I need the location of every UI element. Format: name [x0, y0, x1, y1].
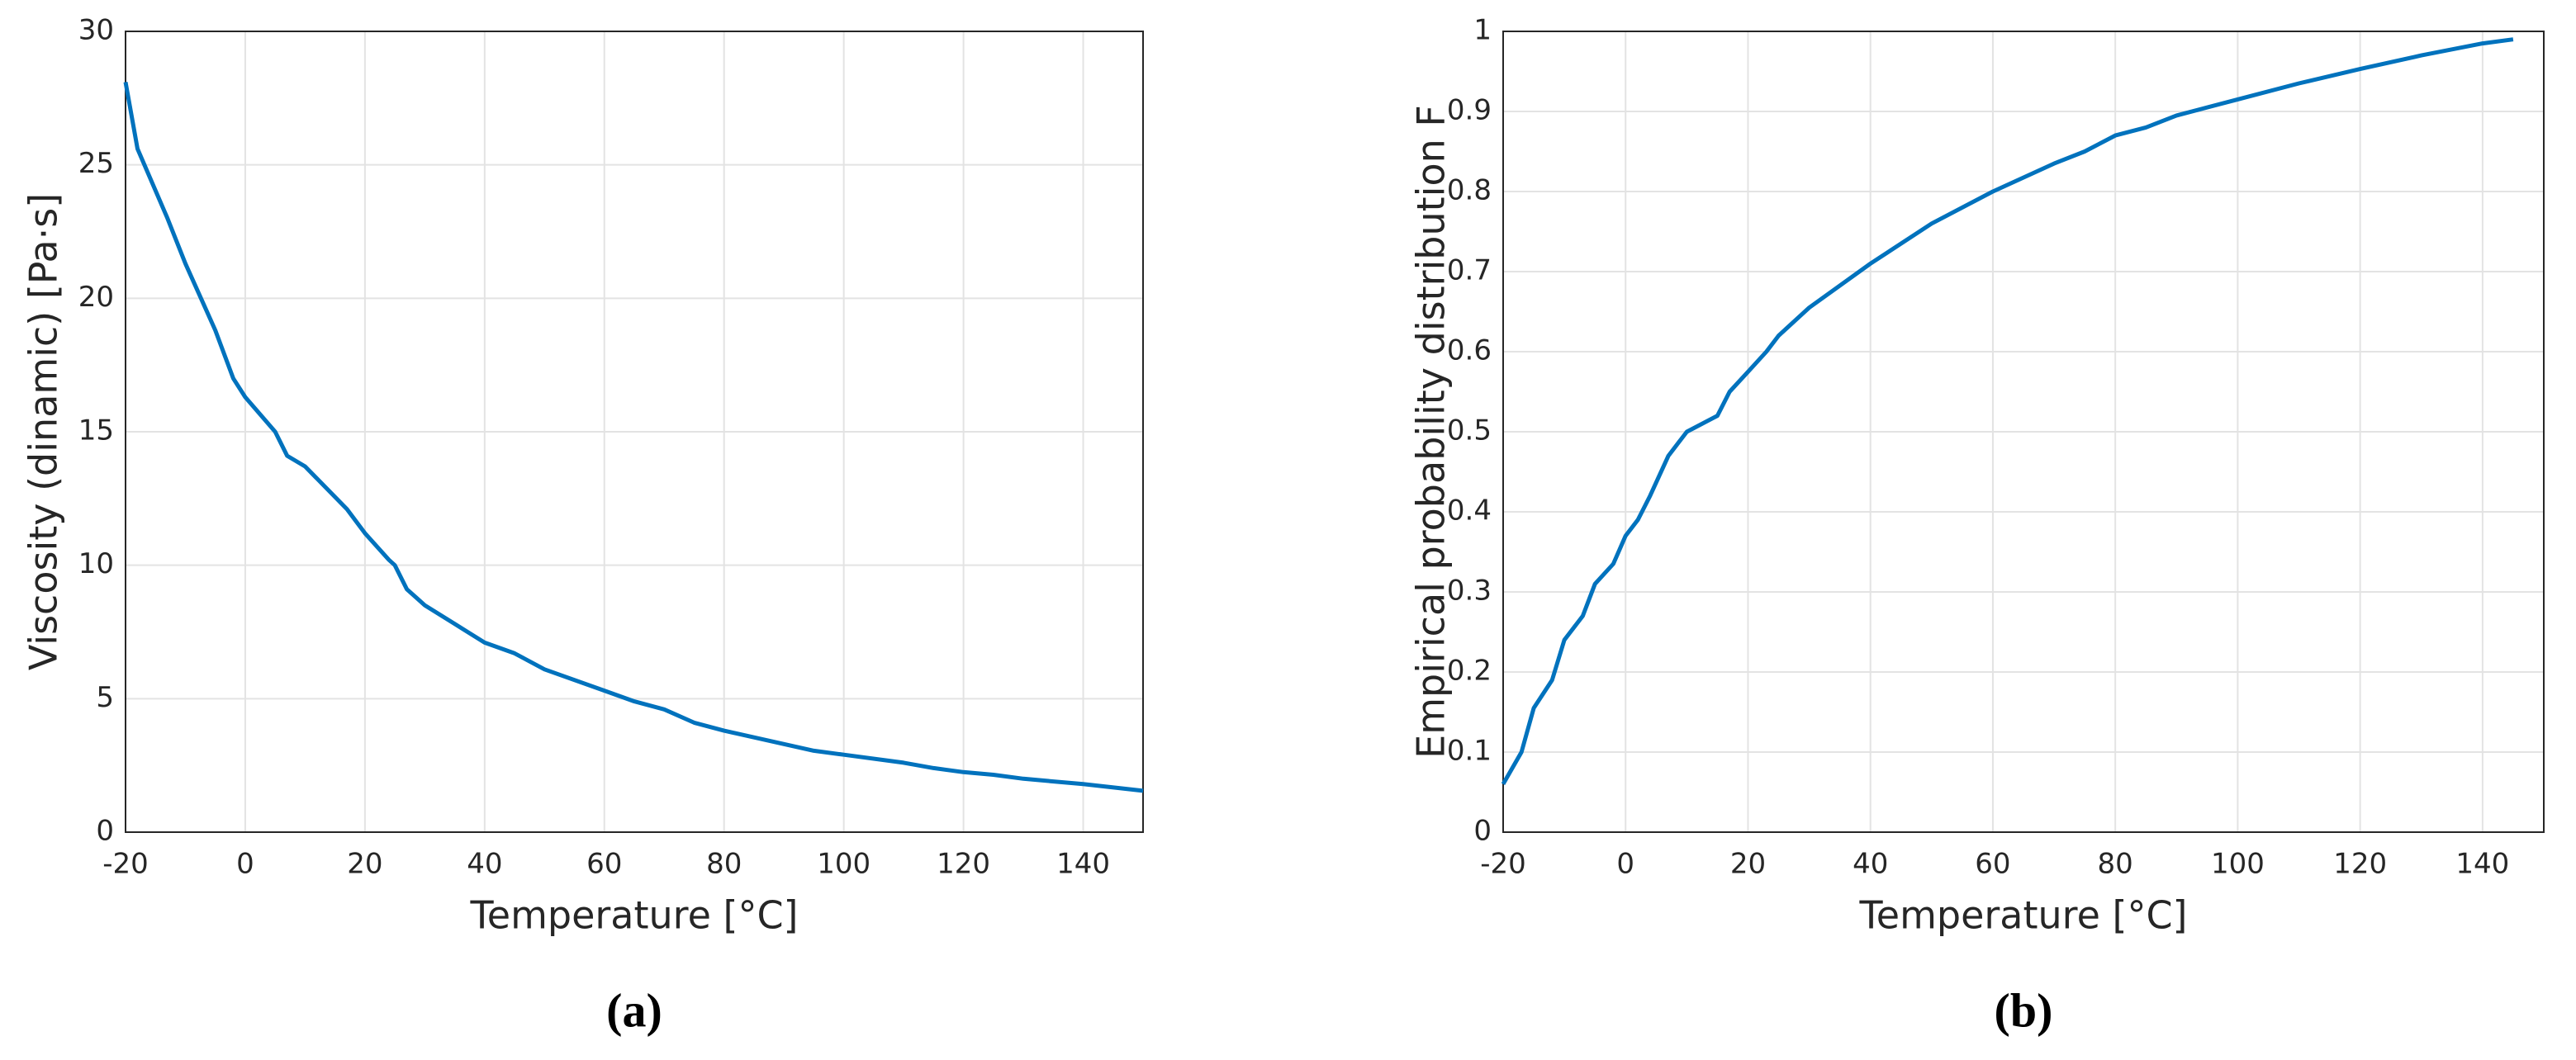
y-tick-label: 1: [1473, 14, 1492, 47]
y-tick-label: 0: [1473, 815, 1492, 848]
y-tick-label: 20: [78, 281, 114, 314]
x-tick-label: 140: [2455, 848, 2509, 881]
x-tick-label: 40: [467, 848, 502, 881]
x-tick-label: 80: [706, 848, 742, 881]
y-tick-label: 10: [78, 547, 114, 580]
y-tick-label: 25: [78, 147, 114, 180]
plot-frame: [125, 31, 1144, 833]
x-tick-label: 120: [2333, 848, 2387, 881]
data-line: [123, 81, 1144, 793]
y-axis-label: Viscosity (dinamic) [Pa·s]: [21, 193, 66, 670]
x-tick-label: 20: [347, 848, 382, 881]
x-tick-label: 80: [2098, 848, 2133, 881]
x-tick-label: 140: [1056, 848, 1110, 881]
y-tick-label: 5: [96, 681, 114, 714]
y-tick-label: 0.2: [1447, 655, 1492, 688]
data-line: [1501, 37, 2514, 786]
x-tick-label: -20: [1480, 848, 1526, 881]
panel-caption: (b): [1995, 983, 2053, 1037]
x-tick-label: 100: [2211, 848, 2265, 881]
y-tick-label: 0.5: [1447, 414, 1492, 447]
x-tick-label: 60: [586, 848, 622, 881]
y-tick-label: 30: [78, 14, 114, 47]
y-tick-label: 15: [78, 414, 114, 447]
y-tick-label: 0.7: [1447, 254, 1492, 287]
y-tick-label: 0.1: [1447, 735, 1492, 768]
x-axis-label: Temperature [°C]: [1858, 893, 2187, 938]
x-tick-label: 40: [1853, 848, 1888, 881]
x-tick-label: 100: [817, 848, 871, 881]
x-tick-label: -20: [102, 848, 149, 881]
x-tick-label: 0: [1616, 848, 1634, 881]
x-tick-label: 120: [937, 848, 990, 881]
x-tick-label: 20: [1730, 848, 1766, 881]
y-tick-label: 0.4: [1447, 495, 1492, 528]
y-tick-label: 0.6: [1447, 334, 1492, 367]
x-tick-label: 0: [236, 848, 254, 881]
plot-frame: [1502, 31, 2545, 833]
y-axis-label: Empirical probability distribution F: [1409, 105, 1454, 759]
y-tick-label: 0.8: [1447, 174, 1492, 207]
y-tick-label: 0: [96, 815, 114, 848]
panel-caption: (a): [606, 983, 662, 1037]
x-axis-label: Temperature [°C]: [469, 893, 798, 938]
x-tick-label: 60: [1975, 848, 2010, 881]
y-tick-label: 0.9: [1447, 94, 1492, 127]
y-tick-label: 0.3: [1447, 575, 1492, 608]
